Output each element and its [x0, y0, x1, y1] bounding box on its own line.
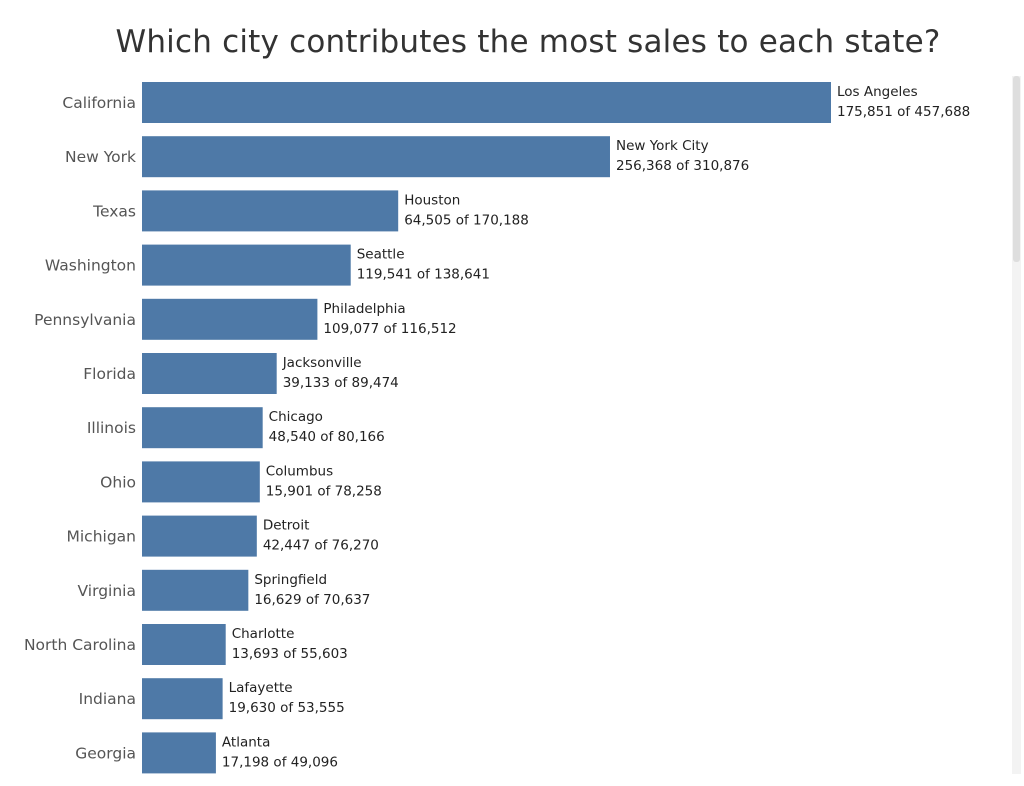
bar[interactable]	[142, 298, 318, 340]
city-label: Jacksonville	[282, 355, 362, 371]
city-label: Detroit	[263, 518, 310, 534]
bar[interactable]	[142, 353, 277, 394]
state-label: Florida	[83, 365, 136, 383]
bar[interactable]	[142, 190, 399, 232]
city-label: Charlotte	[232, 626, 295, 642]
value-label: 42,447 of 76,270	[263, 538, 379, 554]
city-label: Springfield	[254, 572, 327, 588]
state-label: North Carolina	[24, 636, 136, 654]
state-label: Indiana	[79, 690, 136, 708]
state-label: New York	[65, 148, 136, 166]
bar[interactable]	[142, 244, 351, 286]
bar[interactable]	[142, 624, 226, 665]
city-label: New York City	[616, 138, 709, 154]
city-label: Atlanta	[222, 734, 270, 750]
city-label: Lafayette	[229, 680, 293, 696]
value-label: 13,693 of 55,603	[232, 646, 348, 662]
value-label: 119,541 of 138,641	[357, 267, 490, 283]
value-label: 15,901 of 78,258	[266, 483, 382, 499]
state-label: Washington	[45, 257, 136, 275]
state-label: Ohio	[100, 473, 136, 491]
bar[interactable]	[142, 461, 260, 503]
state-label: California	[62, 94, 136, 112]
city-label: Los Angeles	[837, 84, 918, 100]
state-label: Texas	[92, 202, 136, 220]
city-label: Philadelphia	[323, 301, 405, 317]
value-label: 256,368 of 310,876	[616, 158, 749, 174]
bar[interactable]	[142, 82, 831, 123]
value-label: 19,630 of 53,555	[229, 700, 345, 716]
state-label: Pennsylvania	[34, 311, 136, 329]
bar[interactable]	[142, 136, 610, 178]
state-label: Virginia	[78, 582, 136, 600]
chart-title: Which city contributes the most sales to…	[115, 24, 941, 60]
value-label: 48,540 of 80,166	[269, 429, 385, 445]
state-label: Illinois	[87, 419, 136, 437]
state-label: Michigan	[67, 528, 137, 546]
bar[interactable]	[142, 407, 263, 449]
value-label: 175,851 of 457,688	[837, 104, 970, 120]
city-label: Houston	[404, 192, 460, 208]
value-label: 64,505 of 170,188	[404, 212, 529, 228]
value-label: 39,133 of 89,474	[283, 375, 399, 391]
scrollbar-track[interactable]	[1012, 76, 1021, 774]
value-label: 16,629 of 70,637	[254, 592, 370, 608]
city-label: Columbus	[266, 463, 333, 479]
city-label: Chicago	[269, 409, 323, 425]
state-label: Georgia	[75, 744, 136, 762]
value-label: 17,198 of 49,096	[222, 754, 338, 770]
value-label: 109,077 of 116,512	[323, 321, 456, 337]
city-label: Seattle	[357, 247, 405, 263]
bar[interactable]	[142, 732, 216, 774]
scrollbar-thumb[interactable]	[1013, 76, 1020, 262]
bar[interactable]	[142, 678, 223, 720]
bar[interactable]	[142, 515, 257, 557]
bar[interactable]	[142, 569, 249, 611]
